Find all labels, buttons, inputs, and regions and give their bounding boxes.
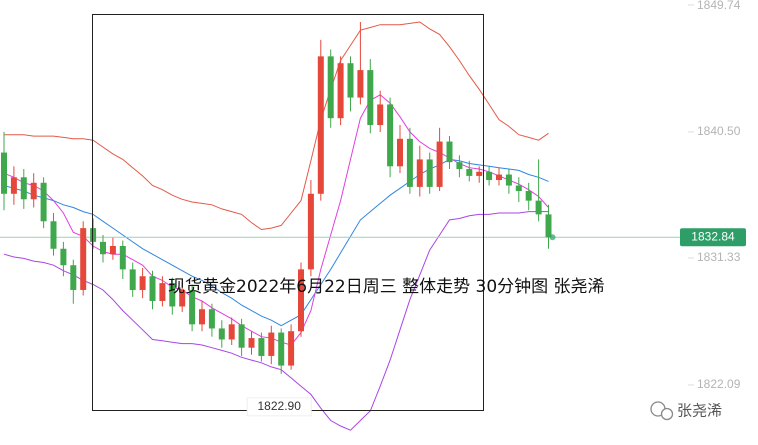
last-price-tag bbox=[680, 228, 746, 247]
indicator-line bbox=[3, 158, 549, 327]
candle-body bbox=[109, 246, 116, 255]
y-tick-label: 1822.09 bbox=[697, 377, 741, 391]
tick-layer: 1849.74 1840.50 1831.33 1822.09 bbox=[688, 0, 741, 391]
candle-body bbox=[357, 70, 364, 98]
candle-body bbox=[387, 104, 394, 167]
candle-body bbox=[307, 193, 314, 270]
candle-body bbox=[397, 138, 403, 167]
last-price-label: 1832.84 bbox=[691, 229, 735, 243]
candle-body bbox=[416, 159, 423, 187]
candle-body bbox=[208, 309, 215, 329]
candle-body bbox=[149, 276, 156, 301]
candle-body bbox=[505, 174, 512, 186]
candle-body bbox=[535, 200, 542, 215]
candle-body bbox=[20, 177, 27, 200]
candle-body bbox=[496, 174, 502, 181]
y-tick-label: 1840.50 bbox=[697, 124, 741, 138]
candle-body bbox=[515, 185, 522, 192]
candle-body bbox=[406, 138, 413, 187]
candle-body bbox=[268, 332, 275, 356]
candle-body bbox=[436, 141, 443, 187]
candle-body bbox=[248, 338, 255, 348]
candle-body bbox=[159, 283, 166, 301]
candle-body bbox=[456, 162, 463, 170]
candle-body bbox=[218, 328, 225, 340]
candle-body bbox=[30, 182, 37, 200]
candle-body bbox=[70, 265, 77, 290]
candle-body bbox=[40, 182, 47, 222]
candle-body bbox=[466, 169, 473, 176]
candle-body bbox=[50, 221, 57, 249]
candle-body bbox=[288, 331, 295, 366]
candle-body bbox=[1, 152, 7, 194]
candle-body bbox=[189, 289, 196, 325]
candle-body bbox=[278, 332, 285, 366]
annotation-layer: 1832.84 1822.90 bbox=[246, 228, 746, 417]
candle-body bbox=[327, 56, 334, 119]
last-price-dot bbox=[549, 234, 556, 241]
candle-body bbox=[426, 159, 433, 187]
candle-body bbox=[238, 324, 245, 348]
low-label: 1822.90 bbox=[258, 399, 302, 413]
candle-body bbox=[476, 171, 483, 176]
candle-body bbox=[486, 171, 493, 181]
indicator-layer bbox=[0, 21, 680, 431]
low-label-box bbox=[246, 397, 312, 417]
candle-body bbox=[446, 141, 453, 163]
candle-body bbox=[377, 104, 384, 126]
candle-body bbox=[139, 276, 146, 290]
y-tick-label: 1831.33 bbox=[697, 250, 741, 264]
candle-body bbox=[199, 309, 205, 325]
wechat-icon bbox=[650, 401, 674, 421]
candle-body bbox=[545, 214, 552, 238]
candle-body bbox=[347, 63, 354, 98]
candle-body bbox=[525, 191, 532, 201]
candle-body bbox=[60, 248, 67, 266]
y-tick-label: 1849.74 bbox=[697, 0, 741, 12]
candle-body bbox=[119, 246, 126, 270]
watermark: 张尧浠 bbox=[677, 402, 722, 420]
candle-body bbox=[129, 269, 136, 290]
candle-body bbox=[10, 177, 17, 194]
candle-layer bbox=[1, 21, 552, 374]
candle-body bbox=[100, 241, 106, 255]
candle-body bbox=[179, 289, 186, 307]
candle-body bbox=[337, 63, 344, 119]
candle-body bbox=[228, 324, 235, 340]
candle-body bbox=[90, 228, 97, 242]
candle-body bbox=[317, 56, 324, 194]
indicator-line bbox=[3, 211, 549, 431]
candle-body bbox=[258, 338, 265, 356]
chart-title: 现货黄金2022年6月22日周三 整体走势 30分钟图 张尧浠 bbox=[168, 277, 605, 297]
indicator-line bbox=[4, 21, 549, 231]
candle-body bbox=[367, 70, 374, 126]
candle-body bbox=[80, 228, 87, 290]
candle-body bbox=[169, 283, 176, 307]
candle-body bbox=[298, 269, 304, 332]
